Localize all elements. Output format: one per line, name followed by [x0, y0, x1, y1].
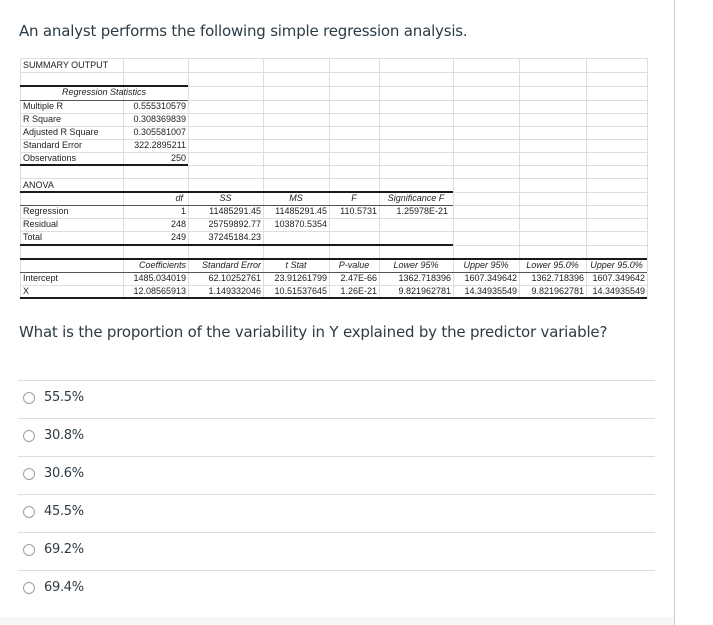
regression-statistics-header: Regression Statistics [61, 87, 147, 97]
coef-header-upper-95: Upper 95% [463, 260, 509, 270]
answer-option-label[interactable]: 30.6% [44, 466, 84, 481]
answer-option[interactable]: 30.8% [18, 418, 655, 456]
question-intro: An analyst performs the following simple… [19, 22, 468, 40]
anova-header-f: F [351, 193, 357, 203]
coef-lower95: 9.821962781 [398, 286, 451, 296]
anova-significance-f: 1.25978E-21 [396, 206, 448, 216]
coef-row-label: X [23, 286, 30, 296]
stat-value: 0.305581007 [133, 127, 186, 137]
anova-ms: 103870.5354 [274, 219, 327, 229]
anova-ms: 11485291.45 [275, 206, 327, 216]
stat-label: Observations [23, 153, 77, 163]
coef-header-upper-95-0: Upper 95.0% [590, 260, 643, 270]
anova-ss: 25759892.77 [208, 219, 261, 229]
coef-se: 62.10252761 [208, 273, 261, 283]
anova-header-ss: SS [219, 193, 232, 203]
coef-header-coefficients: Coefficients [138, 260, 186, 270]
divider [18, 456, 655, 457]
stat-label: Multiple R [23, 101, 64, 111]
coef-p: 1.26E-21 [340, 286, 377, 296]
anova-row-label: Total [23, 232, 43, 242]
coef-upper95: 14.34935549 [464, 286, 517, 296]
divider [18, 494, 655, 495]
anova-row-label: Residual [23, 219, 59, 229]
radio-button-icon[interactable] [23, 430, 35, 442]
anova-df: 249 [170, 232, 186, 242]
stat-label: Adjusted R Square [23, 127, 99, 137]
coef-upper95-0: 14.34935549 [592, 286, 645, 296]
stat-label: Standard Error [23, 140, 83, 150]
answer-option-label[interactable]: 45.5% [44, 504, 84, 519]
answer-option-label[interactable]: 55.5% [44, 390, 84, 405]
anova-header-df: df [175, 193, 183, 203]
coef-header-standard-error: Standard Error [201, 260, 261, 270]
divider [18, 532, 655, 533]
page-bottom-band [0, 617, 674, 625]
coef-lower95-0: 1362.718396 [531, 273, 584, 283]
answer-option[interactable]: 69.2% [18, 532, 655, 570]
stat-value: 0.555310579 [133, 101, 186, 111]
answer-option-label[interactable]: 30.8% [44, 428, 84, 443]
anova-df: 248 [170, 219, 186, 229]
coef-p: 2.47E-66 [340, 273, 377, 283]
answer-option[interactable]: 69.4% [18, 570, 655, 608]
stat-value: 322.2895211 [134, 140, 186, 150]
anova-ss: 11485291.45 [209, 206, 261, 216]
coef-value: 1485.034019 [133, 273, 186, 283]
coef-header-p-value: P-value [338, 260, 370, 270]
divider [18, 570, 655, 571]
stat-label: R Square [23, 114, 62, 124]
question-prompt: What is the proportion of the variabilit… [19, 323, 608, 341]
divider [18, 380, 655, 381]
stat-value: 0.308369839 [133, 114, 186, 124]
radio-button-icon[interactable] [23, 582, 35, 594]
answer-option[interactable]: 45.5% [18, 494, 655, 532]
coef-upper95-0: 1607.349642 [592, 273, 645, 283]
radio-button-icon[interactable] [23, 392, 35, 404]
coef-se: 1.149332046 [208, 286, 261, 296]
answer-option-label[interactable]: 69.2% [44, 542, 84, 557]
anova-title: ANOVA [23, 180, 54, 190]
coef-row-label: Intercept [23, 273, 59, 283]
anova-header-ms: MS [289, 193, 303, 203]
answer-option[interactable]: 55.5% [18, 380, 655, 418]
anova-header-significance-f: Significance F [387, 193, 445, 203]
anova-row-label: Regression [23, 206, 69, 216]
page-right-border [674, 0, 675, 625]
regression-output-table: SUMMARY OUTPUT Regression Statistics Mul… [20, 58, 648, 299]
coef-upper95: 1607.349642 [464, 273, 517, 283]
anova-f: 110.5731 [340, 206, 377, 216]
radio-button-icon[interactable] [23, 544, 35, 556]
radio-button-icon[interactable] [23, 506, 35, 518]
coef-t: 23.91261799 [274, 273, 327, 283]
stat-value: 250 [170, 153, 186, 163]
answer-option[interactable]: 30.6% [18, 456, 655, 494]
coef-value: 12.08565913 [133, 286, 186, 296]
coef-lower95-0: 9.821962781 [531, 286, 584, 296]
coef-t: 10.51537645 [274, 286, 327, 296]
coef-lower95: 1362.718396 [398, 273, 451, 283]
coef-header-t-stat: t Stat [285, 260, 307, 270]
anova-ss: 37245184.23 [208, 232, 261, 242]
radio-button-icon[interactable] [23, 468, 35, 480]
divider [18, 418, 655, 419]
coef-header-lower-95: Lower 95% [393, 260, 439, 270]
anova-df: 1 [180, 206, 186, 216]
answer-option-label[interactable]: 69.4% [44, 580, 84, 595]
summary-output-title: SUMMARY OUTPUT [23, 60, 109, 70]
coef-header-lower-95-0: Lower 95.0% [526, 260, 579, 270]
